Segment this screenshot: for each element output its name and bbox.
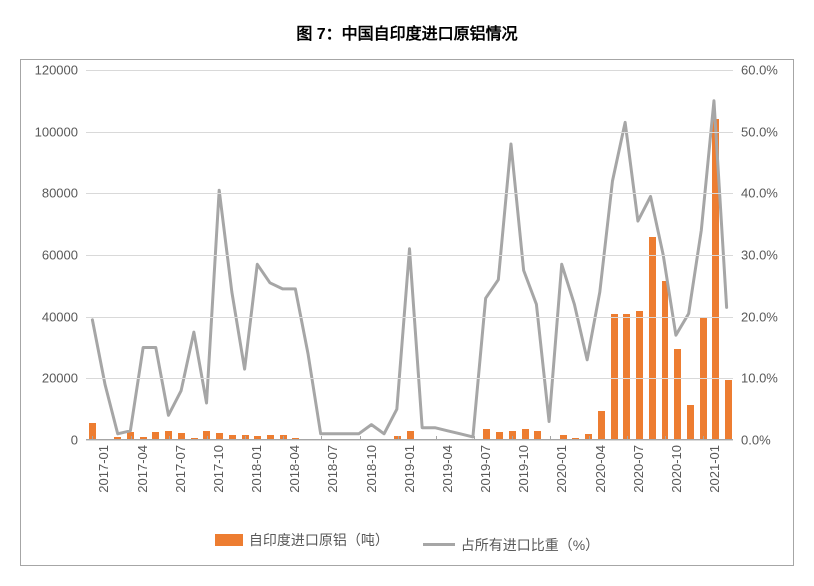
x-tick [627, 436, 628, 440]
x-tick [512, 436, 513, 440]
y-label-right: 20.0% [733, 309, 778, 324]
x-label: 2019-07 [478, 445, 493, 493]
y-label-right: 40.0% [733, 186, 778, 201]
x-tick [92, 436, 93, 440]
legend-bar-label: 自印度进口原铝（吨） [249, 530, 389, 550]
y-label-right: 0.0% [733, 433, 771, 448]
x-tick [474, 436, 475, 440]
x-label: 2021-01 [707, 445, 722, 493]
line-series [92, 101, 726, 437]
x-axis-labels: 2017-01 2017-04 2017-07 2017-10 2018-01 2018-… [86, 440, 733, 520]
x-tick [321, 436, 322, 440]
x-label: 2019-01 [402, 445, 417, 493]
y-label-left: 0 [71, 433, 86, 448]
x-label: 2018-10 [364, 445, 379, 493]
y-label-right: 50.0% [733, 124, 778, 139]
x-label: 2017-10 [211, 445, 226, 493]
x-tick [398, 436, 399, 440]
y-label-left: 120000 [35, 63, 86, 78]
x-label: 2019-10 [516, 445, 531, 493]
x-tick [665, 436, 666, 440]
grid-line [86, 132, 733, 133]
y-label-right: 30.0% [733, 248, 778, 263]
y-label-left: 20000 [42, 371, 86, 386]
x-tick [589, 436, 590, 440]
y-label-left: 100000 [35, 124, 86, 139]
x-tick [169, 436, 170, 440]
y-label-right: 60.0% [733, 63, 778, 78]
x-tick [550, 436, 551, 440]
x-label: 2017-07 [173, 445, 188, 493]
grid-line [86, 255, 733, 256]
legend-line-label: 占所有进口比重（%） [461, 535, 599, 555]
x-label: 2020-01 [554, 445, 569, 493]
x-label: 2018-01 [249, 445, 264, 493]
x-tick [283, 436, 284, 440]
chart-title: 图 7：中国自印度进口原铝情况 [20, 20, 794, 44]
legend: 自印度进口原铝（吨） 占所有进口比重（%） [26, 520, 788, 560]
x-tick [245, 436, 246, 440]
x-label: 2017-04 [135, 445, 150, 493]
chart-container: 图 7：中国自印度进口原铝情况 0 0.0% 20000 10.0% 40000 20.0… [20, 20, 794, 566]
y-label-left: 80000 [42, 186, 86, 201]
legend-bar-swatch [215, 534, 243, 546]
x-tick [131, 436, 132, 440]
x-label: 2017-01 [96, 445, 111, 493]
y-label-left: 40000 [42, 309, 86, 324]
grid-line [86, 378, 733, 379]
x-tick [703, 436, 704, 440]
x-label: 2020-07 [631, 445, 646, 493]
x-label: 2020-04 [593, 445, 608, 493]
x-label: 2018-07 [325, 445, 340, 493]
legend-line-swatch [423, 543, 455, 546]
grid-line [86, 317, 733, 318]
legend-item-bar: 自印度进口原铝（吨） [215, 530, 389, 550]
y-label-left: 60000 [42, 248, 86, 263]
x-label: 2020-10 [669, 445, 684, 493]
grid-line [86, 70, 733, 71]
x-tick [436, 436, 437, 440]
grid-line [86, 193, 733, 194]
plot-area: 00.0%2000010.0%4000020.0%6000030.0%80000… [86, 70, 733, 440]
legend-item-line: 占所有进口比重（%） [423, 535, 599, 555]
plot-wrapper: 0 0.0% 20000 10.0% 40000 20.0% 60000 30.0% 80000… [20, 59, 794, 566]
x-tick [360, 436, 361, 440]
x-label: 2018-04 [287, 445, 302, 493]
y-label-right: 10.0% [733, 371, 778, 386]
x-label: 2019-04 [440, 445, 455, 493]
x-tick [207, 436, 208, 440]
